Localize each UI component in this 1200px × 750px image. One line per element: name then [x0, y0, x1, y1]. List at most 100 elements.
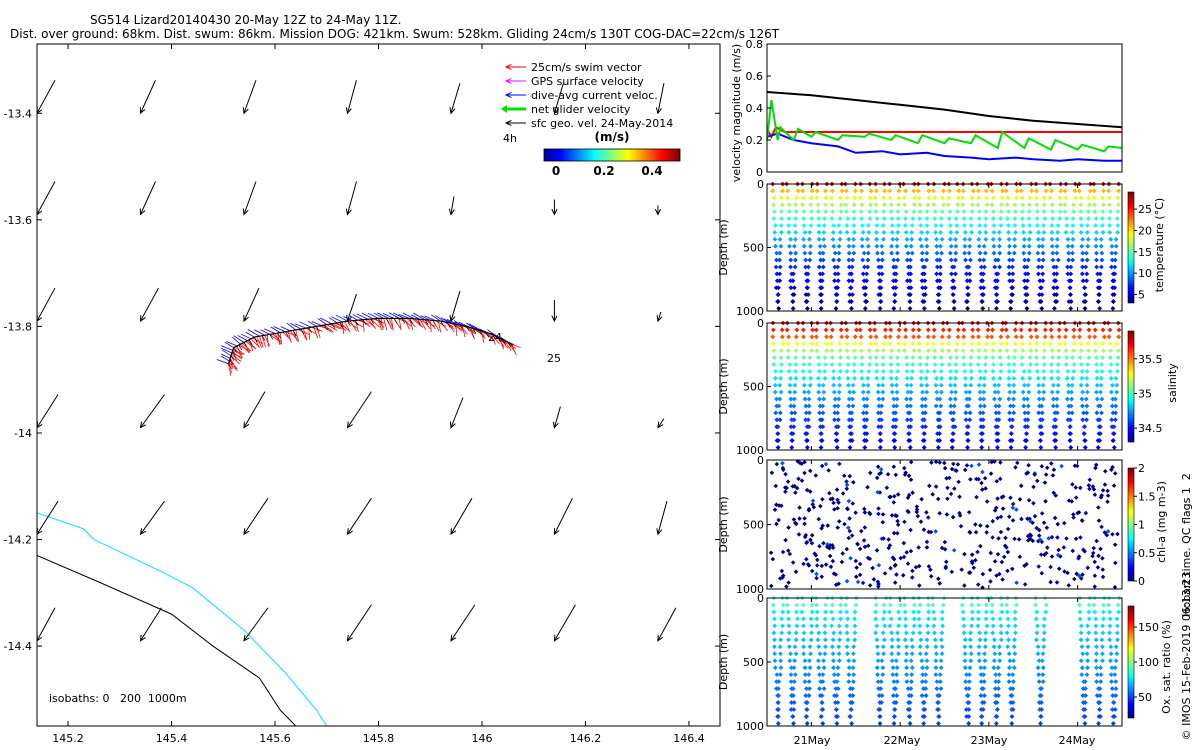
swim-vector: [466, 326, 476, 335]
profile-sample: [875, 644, 880, 650]
profile-sample: [923, 672, 929, 678]
profile-sample: [1007, 243, 1012, 249]
profile-sample: [789, 438, 795, 443]
chlorophyll-sample: [966, 509, 972, 515]
sfc-velocity-arrow: [552, 406, 561, 429]
profile-sample: [793, 209, 799, 215]
profile-sample: [1107, 209, 1113, 215]
profile-sample: [895, 362, 901, 367]
profile-sample: [968, 355, 974, 360]
profile-sample: [954, 223, 960, 228]
dive-avg-current-vector: [352, 314, 364, 321]
profile-sample: [1101, 202, 1106, 208]
profile-sample: [964, 271, 969, 277]
profile-sample: [801, 651, 807, 657]
swim-vector: [461, 325, 466, 338]
chlorophyll-sample: [853, 558, 859, 564]
profile-sample: [948, 243, 954, 249]
profile-sample: [807, 355, 813, 360]
chlorophyll-sample: [1034, 525, 1039, 531]
chlorophyll-sample: [1031, 500, 1036, 506]
profile-sample: [836, 651, 842, 657]
profile-sample: [924, 236, 929, 242]
profile-sample: [895, 229, 901, 235]
profile-sample: [945, 202, 951, 208]
profile-sample: [981, 382, 987, 388]
profile-sample: [919, 243, 925, 249]
profile-sample: [892, 707, 898, 712]
profile-sample: [1098, 672, 1104, 678]
profile-sample: [779, 616, 785, 622]
profile-sample: [1039, 686, 1044, 691]
profile-sample: [1086, 202, 1092, 208]
profile-sample: [1100, 651, 1105, 657]
profile-sample: [836, 243, 842, 249]
profile-sample: [851, 243, 856, 249]
profile-sample: [998, 209, 1004, 215]
profile-sample: [801, 334, 807, 340]
profile-sample: [1106, 195, 1112, 201]
profile-sample: [982, 250, 988, 256]
chlorophyll-sample: [846, 525, 851, 531]
profile-sample: [1024, 431, 1029, 437]
profile-sample: [891, 306, 897, 311]
profile-sample: [829, 623, 835, 629]
profile-sample: [981, 679, 987, 685]
profile-sample: [979, 299, 985, 304]
chlorophyll-sample: [1017, 554, 1023, 560]
profile-sample: [1004, 630, 1010, 636]
profile-sample: [931, 202, 937, 208]
sfc-velocity-arrow-head: [139, 315, 146, 323]
profile-sample: [887, 623, 893, 629]
swim-vector: [247, 340, 257, 350]
profile-sample: [872, 327, 878, 333]
profile-sample: [909, 679, 914, 685]
profile-sample: [887, 195, 893, 201]
map-panel: 145.2 145.4 145.6 145.8 146 146.2 146.4-13.4-1…: [4, 43, 721, 745]
profile-sample: [852, 188, 858, 194]
profile-sample: [793, 257, 798, 263]
profile-sample: [794, 195, 800, 201]
profile-sample: [1041, 229, 1047, 235]
profile-sample: [1042, 334, 1048, 340]
profile-sample: [1106, 334, 1112, 340]
profile-sample: [895, 216, 901, 221]
swim-vector: [429, 320, 432, 333]
dive-avg-current-vector: [290, 322, 302, 330]
profile-sample: [1068, 445, 1074, 450]
profile-sample: [815, 637, 821, 643]
sfc-velocity-arrow-shaft: [553, 406, 561, 428]
profile-sample: [1076, 188, 1082, 194]
profile-sample: [770, 341, 776, 347]
profile-sample: [801, 209, 807, 215]
chlorophyll-sample: [875, 489, 880, 495]
profile-sample: [920, 672, 926, 678]
profile-sample: [1065, 236, 1071, 242]
profile-sample: [991, 375, 996, 381]
profile-sample: [849, 417, 855, 423]
chlorophyll-sample: [867, 556, 873, 562]
profile-sample: [792, 396, 797, 402]
chlorophyll-sample: [937, 511, 942, 516]
chlorophyll-sample: [1014, 580, 1019, 585]
profile-sample: [1067, 285, 1073, 291]
profile-sample: [991, 665, 997, 671]
profile-sample: [951, 299, 957, 304]
dive-avg-current-vector: [349, 315, 358, 321]
profile-sample: [1084, 375, 1090, 381]
profile-sample: [859, 202, 865, 208]
profile-sample: [917, 623, 923, 629]
dive-avg-current-vector: [220, 355, 230, 362]
chlorophyll-sample: [809, 540, 815, 546]
profile-sample: [1107, 202, 1113, 208]
sfc-velocity-arrow: [243, 287, 260, 323]
profile-sample: [952, 424, 958, 430]
profile-sample: [872, 195, 878, 201]
profile-sample: [851, 216, 857, 221]
chlorophyll-sample: [1100, 555, 1105, 561]
profile-sample: [836, 396, 842, 402]
profile-sample: [902, 202, 908, 208]
profile-sample: [934, 389, 940, 395]
colorbar-tick-label: 2: [1138, 462, 1145, 475]
